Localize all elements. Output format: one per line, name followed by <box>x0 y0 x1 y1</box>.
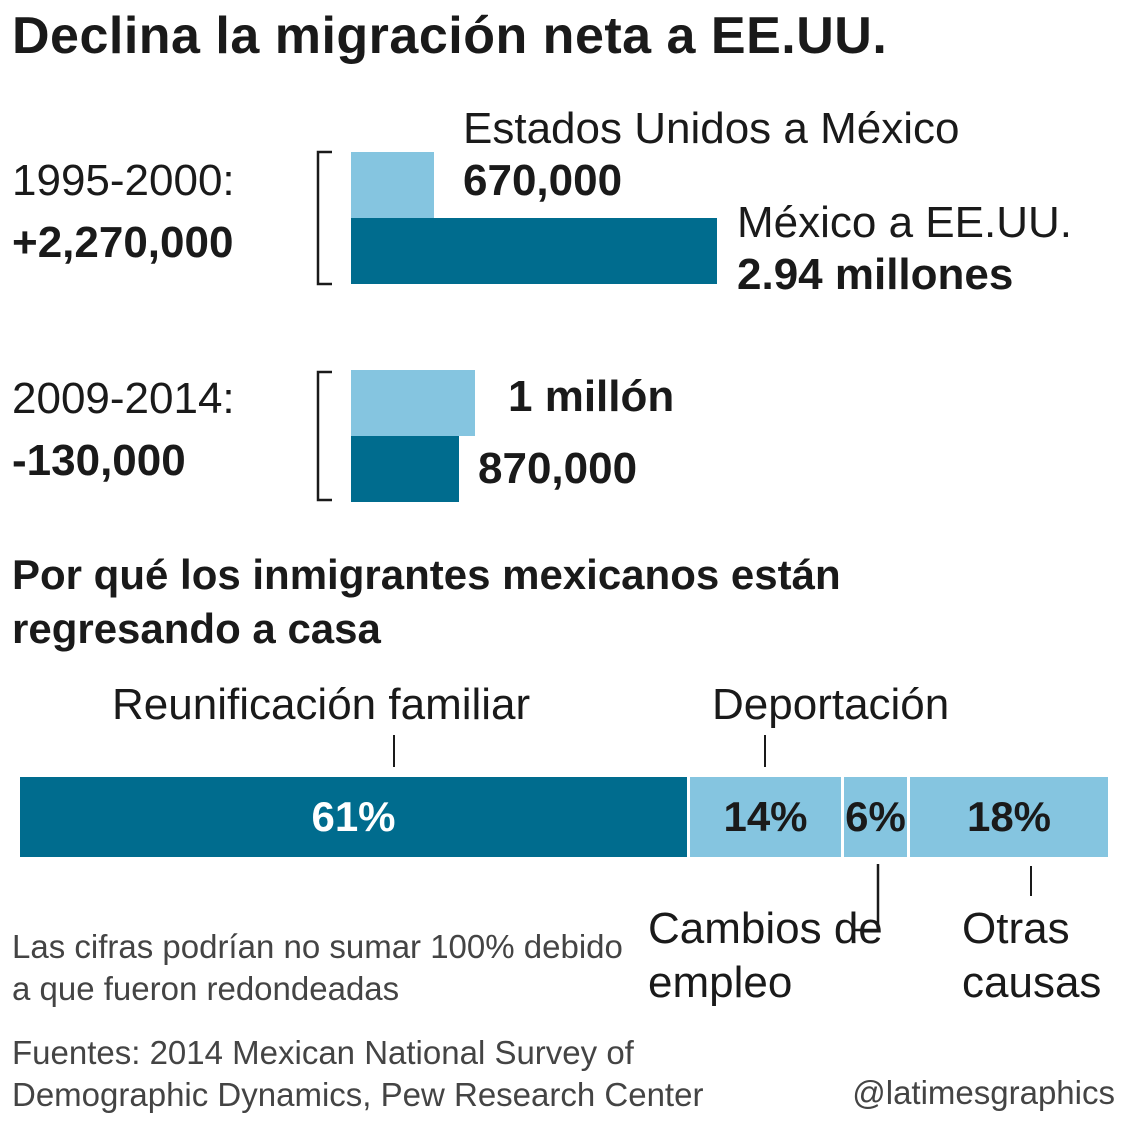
bracket-1 <box>316 150 332 286</box>
category-label-family: Reunificación familiar <box>112 680 531 729</box>
segment-deportation: 14% <box>690 777 841 857</box>
tick-deportation <box>764 735 766 767</box>
period-label-2: 2009-2014: <box>12 374 235 423</box>
value-label-us-to-mexico-2009: 1 millón <box>508 372 675 421</box>
category-label-deportation: Deportación <box>712 680 950 729</box>
category-label-other: Otras causas <box>962 904 1102 1007</box>
segment-family: 61% <box>20 777 687 857</box>
reasons-chart-title: Por qué los inmigrantes mexicanos están … <box>12 551 841 652</box>
credit: @latimesgraphics <box>852 1074 1115 1111</box>
bar-us-to-mexico-2009 <box>351 370 475 436</box>
category-label-employment: Cambios de empleo <box>648 904 883 1007</box>
value-label-mexico-to-us-2009: 870,000 <box>478 444 638 493</box>
period-label-1: 1995-2000: <box>12 156 235 205</box>
value-label-us-to-mexico-1995: 670,000 <box>463 156 623 205</box>
net-value-2: -130,000 <box>12 436 186 485</box>
bar-us-to-mexico-1995 <box>351 152 434 218</box>
segment-employment: 6% <box>844 777 907 857</box>
tick-family <box>393 735 395 767</box>
bar-mexico-to-us-2009 <box>351 436 459 502</box>
series-name-mexico-to-us: México a EE.UU. <box>737 198 1072 247</box>
bar-mexico-to-us-1995 <box>351 218 717 284</box>
chart-title: Declina la migración neta a EE.UU. <box>12 7 888 65</box>
bracket-2 <box>316 370 332 502</box>
segment-other: 18% <box>910 777 1108 857</box>
connector-employment <box>854 864 880 932</box>
tick-other <box>1030 866 1032 896</box>
value-label-mexico-to-us-1995: 2.94 millones <box>737 250 1014 299</box>
series-name-us-to-mexico: Estados Unidos a México <box>463 104 960 153</box>
source-note: Fuentes: 2014 Mexican National Survey of… <box>12 1034 704 1113</box>
rounding-note: Las cifras podrían no sumar 100% debido … <box>12 928 623 1007</box>
net-value-1: +2,270,000 <box>12 218 234 267</box>
period-brackets <box>316 150 332 502</box>
